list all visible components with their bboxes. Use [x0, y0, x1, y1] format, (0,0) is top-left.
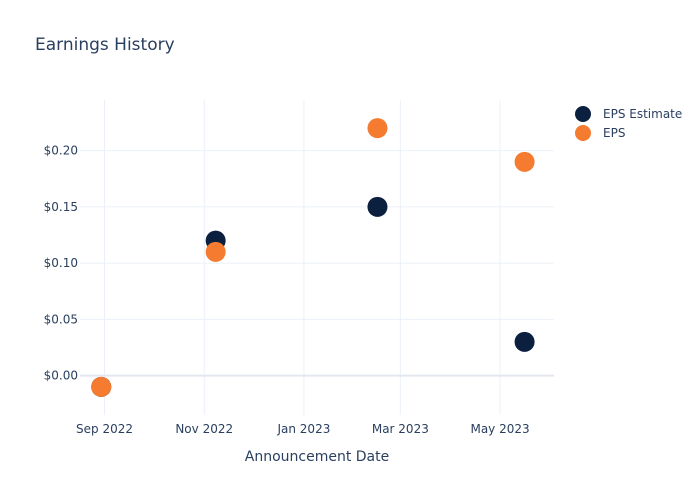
y-axis-ticks: $0.00 $0.05 $0.10 $0.15 $0.20	[44, 144, 78, 383]
grid	[80, 100, 554, 415]
legend-label-eps[interactable]: EPS	[603, 126, 625, 140]
legend: EPS Estimate EPS	[575, 106, 682, 141]
y-tick-label: $0.20	[44, 144, 78, 158]
legend-label-eps-estimate[interactable]: EPS Estimate	[603, 107, 682, 121]
y-tick-label: $0.15	[44, 200, 78, 214]
data-points	[91, 118, 535, 397]
eps-estimate-point[interactable]	[514, 331, 535, 352]
x-tick-label: Nov 2022	[175, 422, 233, 436]
legend-marker-eps-estimate[interactable]	[575, 106, 591, 122]
x-tick-label: Mar 2023	[372, 422, 429, 436]
y-tick-label: $0.10	[44, 256, 78, 270]
eps-point[interactable]	[205, 241, 226, 262]
x-axis-ticks: Sep 2022 Nov 2022 Jan 2023 Mar 2023 May 2023	[76, 422, 530, 436]
eps-point[interactable]	[367, 118, 388, 139]
x-tick-label: Sep 2022	[76, 422, 133, 436]
x-axis-title: Announcement Date	[245, 449, 389, 465]
eps-point[interactable]	[514, 151, 535, 172]
eps-estimate-point[interactable]	[367, 196, 388, 217]
x-tick-label: May 2023	[470, 422, 529, 436]
legend-marker-eps[interactable]	[575, 125, 591, 141]
eps-point[interactable]	[91, 376, 112, 397]
y-tick-label: $0.00	[44, 369, 78, 383]
chart-title: Earnings History	[35, 35, 175, 55]
x-tick-label: Jan 2023	[276, 422, 330, 436]
y-tick-label: $0.05	[44, 312, 78, 326]
